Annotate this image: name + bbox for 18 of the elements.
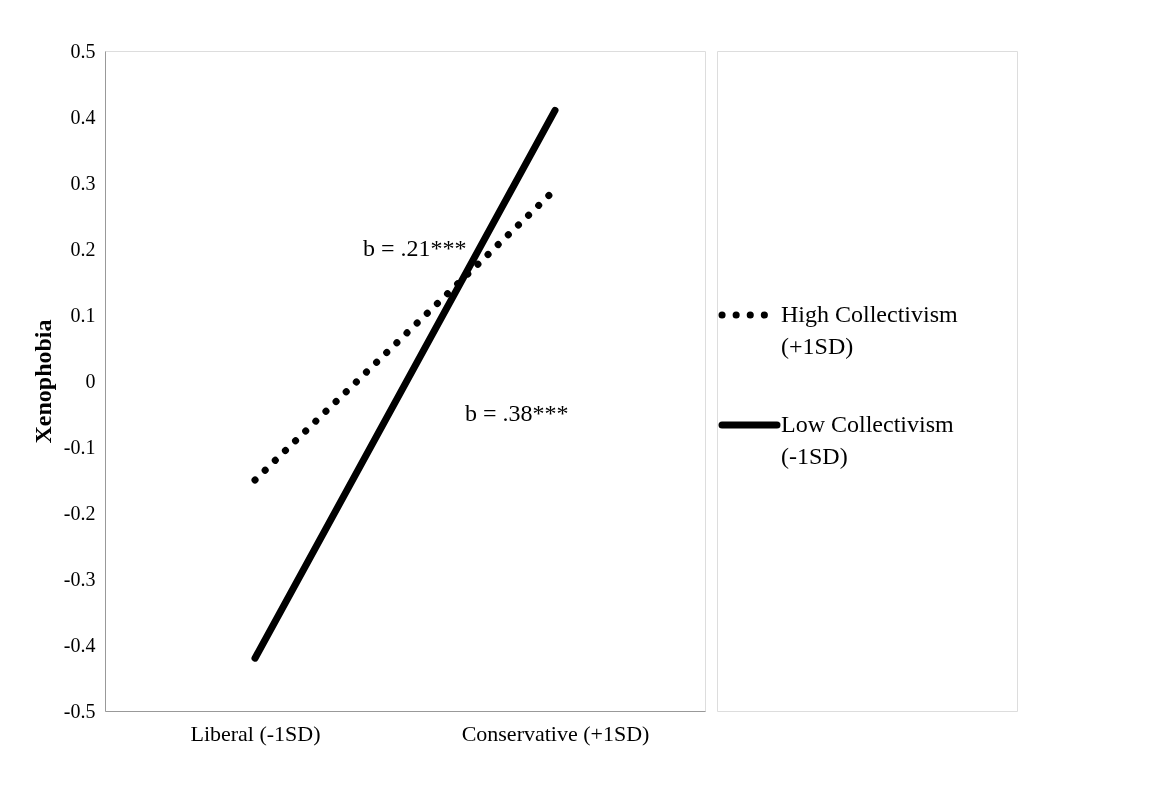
- legend-label: Low Collectivism (-1SD): [781, 411, 954, 469]
- y-tick-label: -0.2: [63, 501, 96, 524]
- y-tick-label: 0.2: [70, 237, 96, 260]
- y-tick-label: -0.4: [63, 633, 96, 656]
- x-tick-label: Liberal (-1SD): [190, 720, 321, 746]
- y-tick-label: -0.1: [63, 435, 96, 458]
- y-tick-label: 0: [85, 369, 96, 392]
- annotation: b = .21***: [363, 235, 467, 261]
- y-tick-label: 0.1: [70, 303, 96, 326]
- y-tick-label: 0.4: [70, 105, 96, 128]
- y-axis-title: Xenophobia: [29, 319, 56, 444]
- y-tick-label: -0.3: [63, 567, 96, 590]
- y-tick-label: 0.5: [70, 39, 96, 62]
- legend-label: High Collectivism (+1SD): [781, 301, 958, 359]
- annotation: b = .38***: [465, 400, 569, 426]
- y-tick-label: -0.5: [63, 699, 96, 722]
- y-tick-label: 0.3: [70, 171, 96, 194]
- x-tick-label: Conservative (+1SD): [461, 720, 650, 746]
